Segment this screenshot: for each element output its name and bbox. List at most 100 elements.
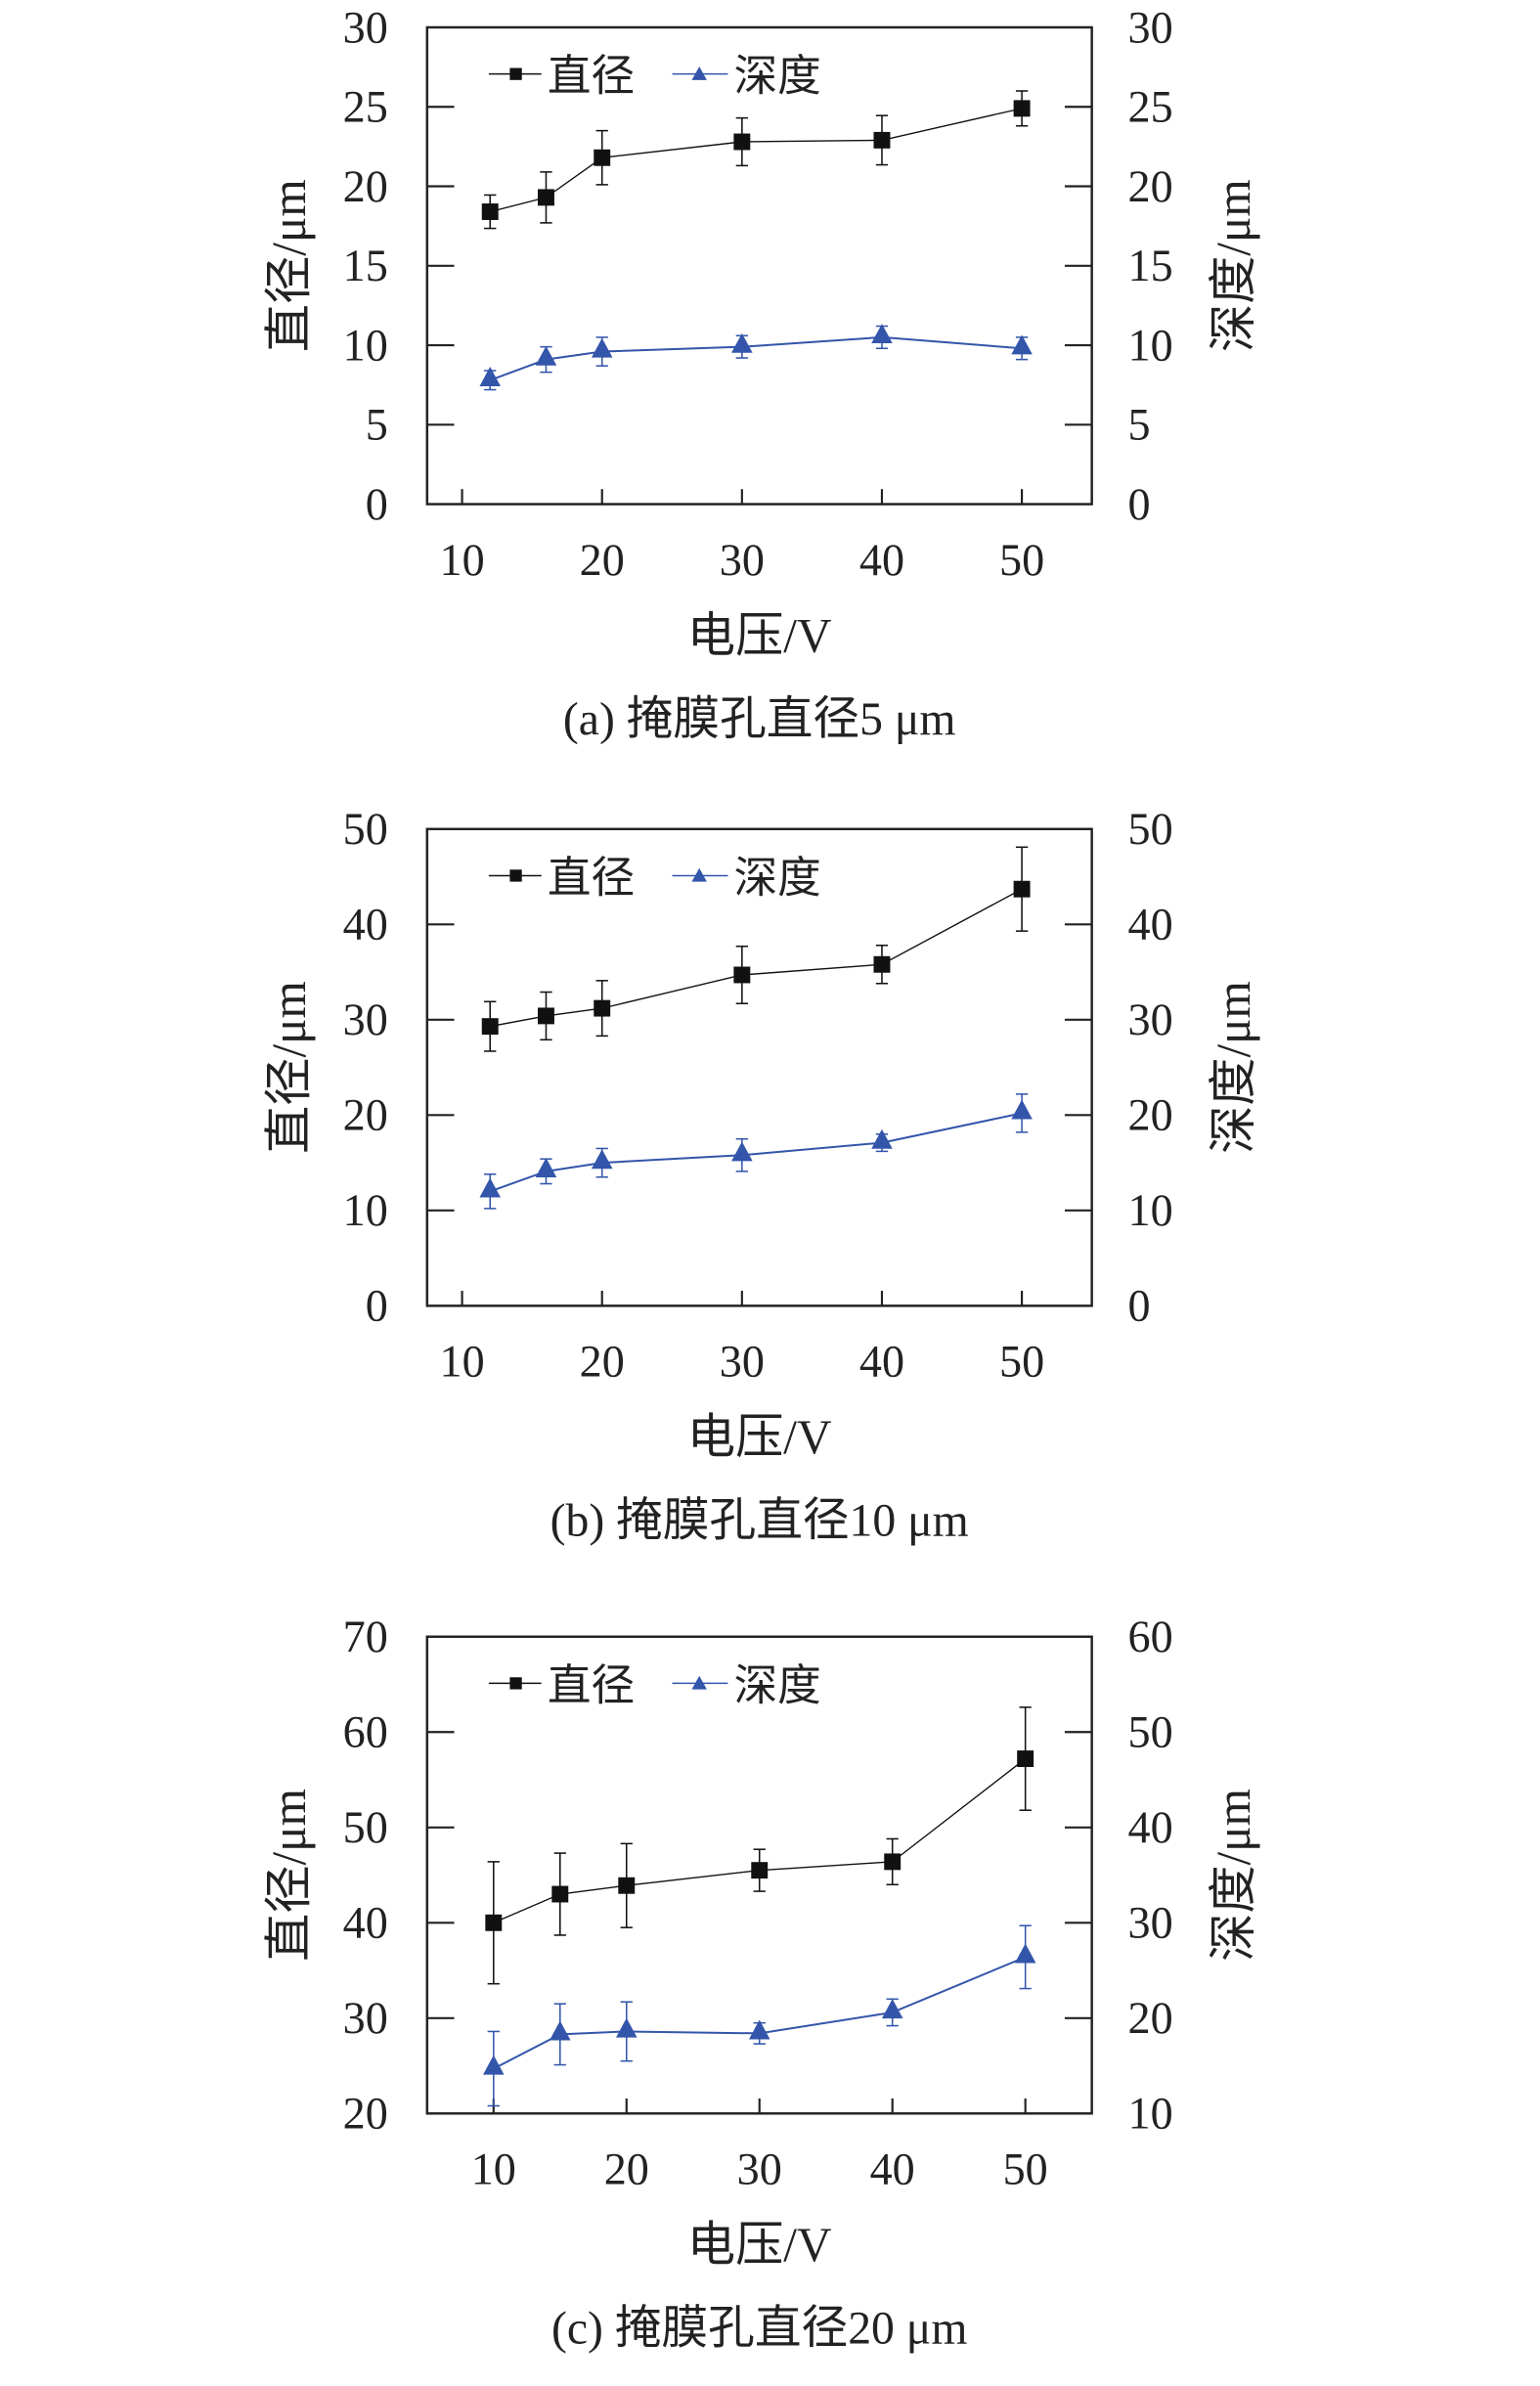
data-point-square xyxy=(538,1007,554,1025)
y-left-label: 直径/μm xyxy=(262,1789,316,1962)
chart-caption: (c) 掩膜孔直径20 μm xyxy=(551,2304,967,2355)
x-tick-label: 10 xyxy=(440,1337,485,1387)
chart-caption: (b) 掩膜孔直径10 μm xyxy=(550,1496,969,1547)
x-tick-label: 40 xyxy=(859,535,904,585)
y-right-tick-label: 10 xyxy=(1128,320,1173,370)
series-line xyxy=(490,108,1023,213)
y-right-label: 深度/μm xyxy=(1207,1789,1260,1962)
x-tick-label: 20 xyxy=(580,535,625,585)
data-point-square xyxy=(594,999,611,1017)
legend-marker-triangle xyxy=(691,66,707,80)
legend-marker-square xyxy=(509,869,522,882)
series-line xyxy=(489,1112,1023,1193)
data-point-triangle xyxy=(1011,334,1033,355)
x-tick-label: 10 xyxy=(471,2144,516,2194)
data-point-triangle xyxy=(1011,1099,1033,1120)
y-right-tick-label: 20 xyxy=(1128,1090,1173,1140)
data-point-square xyxy=(538,189,554,206)
series-diameter xyxy=(485,1706,1034,1985)
data-point-triangle xyxy=(535,1158,557,1178)
y-right-tick-label: 30 xyxy=(1128,994,1173,1044)
series-line xyxy=(490,888,1023,1028)
series-depth xyxy=(479,324,1033,391)
y-right-label: 深度/μm xyxy=(1207,981,1260,1154)
legend-label-depth: 深度 xyxy=(734,52,821,101)
x-tick-label: 50 xyxy=(999,535,1044,585)
x-tick-label: 20 xyxy=(604,2144,649,2194)
x-tick-label: 40 xyxy=(870,2144,915,2194)
chart-b: 10 20 30 40 50 0 10 20 30 40 50 0 10 20 30 40 50 直径/μm 深度/… xyxy=(262,804,1260,1547)
legend-label-depth: 深度 xyxy=(734,1660,821,1709)
chart-a: 10 20 30 40 50 0 5 10 15 20 25 30 0 5 10 15 20 25 30 直径/μm 深… xyxy=(262,2,1260,745)
y-right-tick-label: 60 xyxy=(1128,1612,1173,1661)
y-left-tick-label: 20 xyxy=(343,1090,388,1140)
y-right-tick-label: 25 xyxy=(1128,82,1173,132)
y-right-tick-label: 40 xyxy=(1128,900,1173,950)
x-tick-label: 10 xyxy=(440,535,485,585)
y-left-tick-label: 5 xyxy=(366,400,388,450)
data-point-triangle xyxy=(591,1149,613,1170)
data-point-triangle xyxy=(479,366,501,386)
x-tick-label: 30 xyxy=(737,2144,782,2194)
data-point-square xyxy=(733,133,751,151)
series-line xyxy=(489,335,1023,381)
y-left-tick-label: 50 xyxy=(343,1802,388,1852)
y-right-tick-label: 15 xyxy=(1128,241,1173,290)
y-left-tick-label: 0 xyxy=(366,1281,388,1331)
series-diameter xyxy=(481,846,1031,1052)
y-left-tick-label: 0 xyxy=(366,479,388,529)
data-point-triangle xyxy=(731,332,753,353)
chart-caption: (a) 掩膜孔直径5 μm xyxy=(563,694,956,745)
x-tick-label: 50 xyxy=(1003,2144,1048,2194)
legend-label-diameter: 直径 xyxy=(548,52,635,101)
y-left-tick-label: 10 xyxy=(343,320,388,370)
legend-label-diameter: 直径 xyxy=(548,853,635,902)
data-point-triangle xyxy=(1014,1943,1036,1964)
legend-marker-triangle xyxy=(691,867,707,882)
data-point-square xyxy=(1013,880,1031,898)
y-right-tick-label: 20 xyxy=(1128,161,1173,211)
y-left-tick-label: 50 xyxy=(343,804,388,854)
legend: 直径 深度 xyxy=(488,853,821,902)
data-point-square xyxy=(1013,100,1031,117)
data-point-square xyxy=(733,966,751,984)
plot-frame xyxy=(425,827,1093,1307)
legend-label-depth: 深度 xyxy=(734,853,821,902)
data-point-square xyxy=(481,203,499,220)
data-point-square xyxy=(751,1862,769,1879)
data-point-square xyxy=(485,1914,503,1931)
x-axis-label: 电压/V xyxy=(687,1410,832,1464)
data-point-square xyxy=(481,1018,499,1036)
data-point-triangle xyxy=(479,1177,501,1198)
data-point-triangle xyxy=(871,324,893,344)
data-point-triangle xyxy=(550,2020,571,2041)
y-right-tick-label: 0 xyxy=(1128,479,1151,529)
data-point-square xyxy=(594,149,611,166)
y-left-tick-label: 70 xyxy=(343,1612,388,1661)
series-depth xyxy=(483,1924,1036,2107)
y-right-tick-label: 5 xyxy=(1128,400,1151,450)
data-point-square xyxy=(1017,1750,1034,1768)
x-tick-label: 30 xyxy=(720,1337,765,1387)
legend-marker-square xyxy=(509,67,522,80)
y-left-tick-label: 20 xyxy=(343,2089,388,2139)
y-left-label: 直径/μm xyxy=(262,179,316,352)
data-point-triangle xyxy=(881,1999,903,2019)
series-diameter xyxy=(481,90,1031,230)
y-left-tick-label: 40 xyxy=(343,1898,388,1948)
y-left-tick-label: 20 xyxy=(343,161,388,211)
series-line xyxy=(493,1758,1027,1923)
legend-marker-square xyxy=(509,1677,522,1690)
data-point-triangle xyxy=(616,2017,638,2038)
y-left-tick-label: 40 xyxy=(343,900,388,950)
y-left-tick-label: 30 xyxy=(343,2,388,52)
x-tick-label: 40 xyxy=(859,1337,904,1387)
series-depth xyxy=(479,1093,1033,1210)
chart-c: 10 20 30 40 50 20 30 40 50 60 70 10 20 30 40 50 60 直径/μm 深… xyxy=(262,1612,1260,2355)
y-left-tick-label: 30 xyxy=(343,1993,388,2043)
data-point-square xyxy=(884,1853,902,1871)
y-right-tick-label: 50 xyxy=(1128,804,1173,854)
x-axis-label: 电压/V xyxy=(687,608,832,662)
